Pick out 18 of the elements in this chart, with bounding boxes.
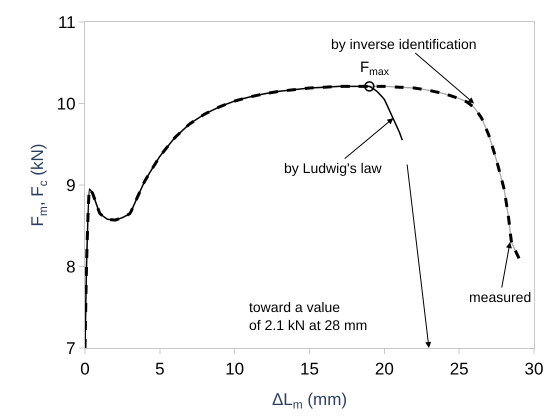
annotation: measured xyxy=(469,289,532,305)
x-tick-label: 25 xyxy=(450,359,469,378)
annotation: by Ludwig's law xyxy=(284,160,382,176)
x-tick-label: 5 xyxy=(155,359,165,378)
x-tick-label: 20 xyxy=(374,359,394,378)
x-tick-label: 0 xyxy=(80,359,90,378)
y-tick-label: 8 xyxy=(66,257,76,276)
x-tick-label: 10 xyxy=(225,359,244,378)
annotation: by inverse identification xyxy=(331,36,477,52)
x-tick-label: 30 xyxy=(524,359,544,378)
x-axis-title: ΔL$_{m}$ (mm) xyxy=(272,390,348,412)
annotation: F$_{max}$ xyxy=(360,59,390,78)
y-tick-label: 10 xyxy=(56,94,76,114)
y-tick-label: 9 xyxy=(66,176,76,195)
x-tick-label: 15 xyxy=(300,359,319,378)
annotation: toward a value of 2.1 kN at 28 mm xyxy=(249,299,368,334)
y-tick-label: 11 xyxy=(58,12,76,32)
y-tick-label: 7 xyxy=(66,338,76,358)
